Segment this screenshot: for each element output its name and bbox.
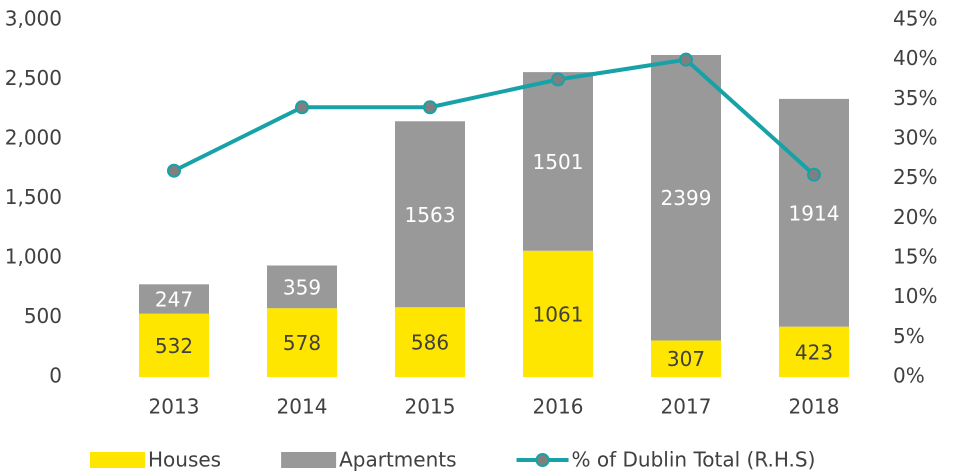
legend-label: Houses (148, 448, 221, 472)
bar-segment (395, 307, 465, 377)
bar-segment (651, 54, 721, 341)
bar-segment (267, 265, 337, 309)
data-label: 247 (155, 287, 193, 311)
x-tick-label: 2015 (405, 395, 456, 419)
x-tick-label: 2013 (149, 395, 200, 419)
y2-tick-label: 40% (893, 46, 937, 70)
y2-tick-label: 5% (893, 324, 925, 348)
x-tick-label: 2016 (533, 395, 584, 419)
data-label: 532 (155, 334, 193, 358)
data-label: 307 (667, 347, 705, 371)
data-label: 1914 (789, 201, 840, 225)
data-label: 1563 (405, 203, 456, 227)
data-label: 586 (411, 331, 449, 355)
data-label: 359 (283, 275, 321, 299)
legend-swatch (90, 452, 145, 468)
x-tick-label: 2014 (277, 395, 328, 419)
bar-segment (395, 121, 465, 308)
line-marker (295, 100, 309, 115)
bar-segment (523, 250, 593, 377)
y2-tick-label: 45% (893, 7, 937, 31)
y2-tick-label: 10% (893, 284, 937, 308)
y-tick-label: 500 (24, 304, 62, 328)
bar-segment (779, 98, 849, 327)
x-tick-label: 2017 (661, 395, 712, 419)
y-tick-label: 1,000 (5, 245, 62, 269)
bar-segment (267, 308, 337, 377)
bar-segment (779, 326, 849, 377)
data-label: 423 (795, 340, 833, 364)
line-marker (423, 100, 437, 115)
y2-tick-label: 35% (893, 86, 937, 110)
y2-tick-label: 25% (893, 165, 937, 189)
data-label: 2399 (661, 186, 712, 210)
y-tick-label: 2,500 (5, 66, 62, 90)
data-label: 578 (283, 331, 321, 355)
legend-swatch (281, 452, 337, 468)
y2-tick-label: 0% (893, 364, 925, 388)
legend-label: Apartments (339, 448, 456, 472)
data-label: 1501 (533, 150, 584, 174)
y-tick-label: 1,500 (5, 185, 62, 209)
line-marker (679, 52, 693, 67)
data-label: 1061 (533, 302, 584, 326)
y-tick-label: 0 (49, 364, 62, 388)
line-marker (551, 72, 565, 87)
line-marker (167, 163, 181, 178)
y2-tick-label: 15% (893, 245, 937, 269)
y-tick-label: 3,000 (5, 7, 62, 31)
bar-segment (139, 284, 209, 314)
line-marker (807, 167, 821, 182)
y2-tick-label: 30% (893, 126, 937, 150)
y2-tick-label: 20% (893, 205, 937, 229)
bar-segment (139, 313, 209, 377)
legend-label: % of Dublin Total (R.H.S) (572, 448, 816, 472)
bar-segment (523, 72, 593, 251)
y-tick-label: 2,000 (5, 126, 62, 150)
legend-marker (535, 453, 550, 467)
line (173, 57, 816, 177)
x-tick-label: 2018 (789, 395, 840, 419)
bar-segment (651, 340, 721, 377)
